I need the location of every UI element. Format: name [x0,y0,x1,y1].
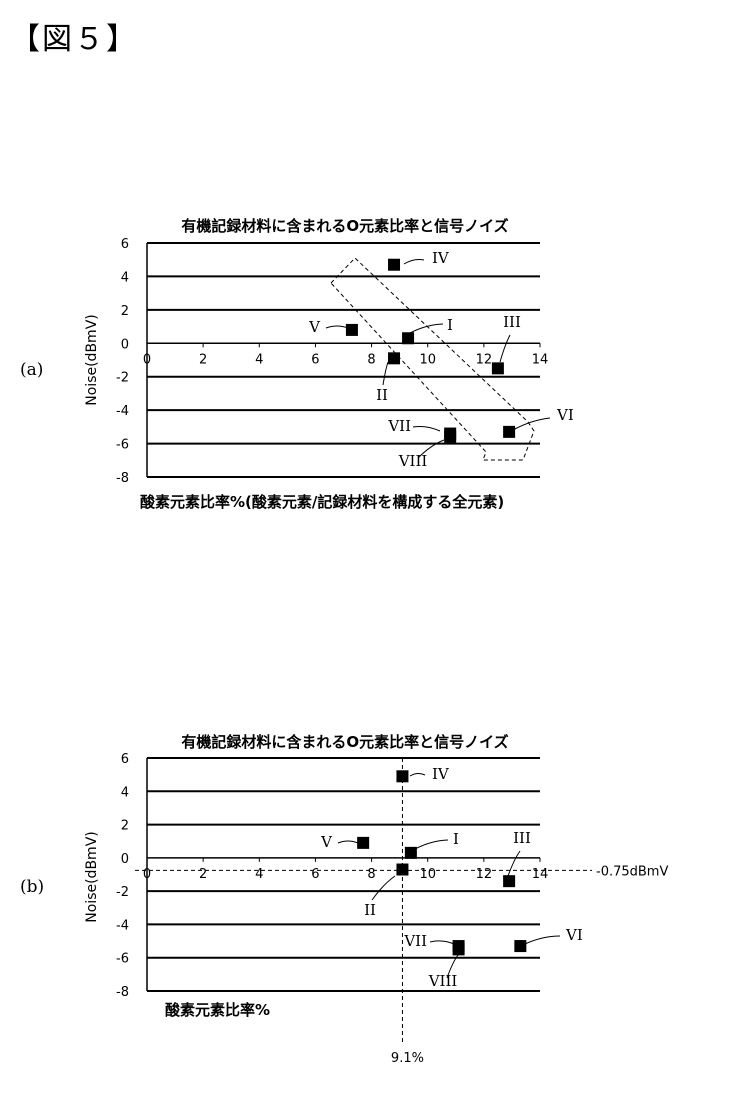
y-tick-label: -4 [116,918,129,933]
y-tick-label: -6 [116,438,129,453]
data-point-vi [503,425,516,438]
y-tick-label: 0 [121,852,129,867]
data-point-iv [388,258,401,271]
point-leader-line [524,935,561,945]
panel-label-a: (a) [20,360,44,380]
y-tick-label: 6 [121,752,129,767]
point-leader-line [417,439,445,459]
point-leader-line [499,334,511,363]
x-tick-label: 2 [199,867,207,882]
data-point-label: I [447,316,453,334]
data-point-v [357,836,370,849]
data-point-label: III [513,829,531,847]
x-tick-label: 4 [255,352,263,367]
point-leader-line [371,875,396,901]
data-point-label: IV [432,765,450,783]
data-point-label: VIII [428,972,458,990]
data-point-label: VII [387,417,411,435]
point-leader-line [446,954,459,979]
point-leader-line [512,417,551,431]
point-leader-line [414,839,449,850]
point-leader-line [337,840,359,844]
x-tick-label: 2 [199,352,207,367]
data-point-viii [444,430,457,443]
y-tick-label: -8 [116,985,129,1000]
x-tick-label: 14 [532,867,549,882]
x-tick-label: 10 [419,352,436,367]
y-tick-label: 2 [121,304,129,319]
reference-label-horizontal: -0.75dBmV [596,864,668,879]
y-tick-label: 4 [121,270,129,285]
point-leader-line [382,361,389,386]
point-leader-line [325,325,349,329]
y-tick-label: -2 [116,371,129,386]
point-leader-line [403,259,425,265]
point-leader-line [409,323,444,334]
y-tick-label: -2 [116,885,129,900]
x-tick-label: 12 [476,352,493,367]
data-point-iv [396,770,409,783]
data-point-iii [503,875,516,888]
data-point-iii [491,362,504,375]
data-point-label: II [364,901,376,919]
data-point-label: VIII [398,452,428,470]
chart-title: 有機記録材料に含まれるO元素比率と信号ノイズ [181,733,508,751]
x-tick-label: 10 [419,867,436,882]
x-tick-label: 12 [476,867,493,882]
data-point-label: V [308,318,321,336]
data-point-ii [396,863,409,876]
x-axis-label: 酸素元素比率% [165,1001,270,1019]
y-tick-label: 4 [121,785,129,800]
y-tick-label: 0 [121,337,129,352]
x-tick-label: 6 [311,352,319,367]
y-axis-label: Noise(dBmV) [84,314,100,405]
data-point-label: IV [432,249,450,267]
y-axis-label: Noise(dBmV) [84,831,100,922]
point-leader-line [429,940,455,945]
point-leader-line [409,773,426,777]
x-tick-label: 0 [143,352,151,367]
data-point-label: VII [403,932,427,950]
x-tick-label: 0 [143,867,151,882]
data-point-label: II [376,386,388,404]
x-tick-label: 6 [311,867,319,882]
data-point-i [402,332,415,345]
x-tick-label: 14 [532,352,549,367]
x-tick-label: 8 [367,867,375,882]
point-leader-line [507,850,521,877]
y-tick-label: -4 [116,404,129,419]
point-leader-line [412,426,441,432]
y-tick-label: 2 [121,819,129,834]
y-tick-label: -6 [116,952,129,967]
x-tick-label: 8 [367,352,375,367]
data-point-ii [388,352,401,365]
panel-label-b: (b) [20,877,45,897]
data-point-v [345,323,358,336]
y-tick-label: -8 [116,471,129,486]
data-point-label: V [320,833,333,851]
y-tick-label: 6 [121,237,129,252]
figure-label: 【図５】 [10,22,138,57]
data-point-label: I [453,830,459,848]
data-point-label: III [503,313,521,331]
data-point-label: VI [556,406,574,424]
x-tick-label: 4 [255,867,263,882]
reference-label-vertical: 9.1% [391,1051,424,1066]
data-point-i [404,846,417,859]
chart-title: 有機記録材料に含まれるO元素比率と信号ノイズ [181,217,508,235]
data-point-label: VI [565,926,583,944]
x-axis-label: 酸素元素比率%(酸素元素/記録材料を構成する全元素) [140,493,504,511]
data-point-viii [452,943,465,956]
data-point-vi [514,940,527,953]
